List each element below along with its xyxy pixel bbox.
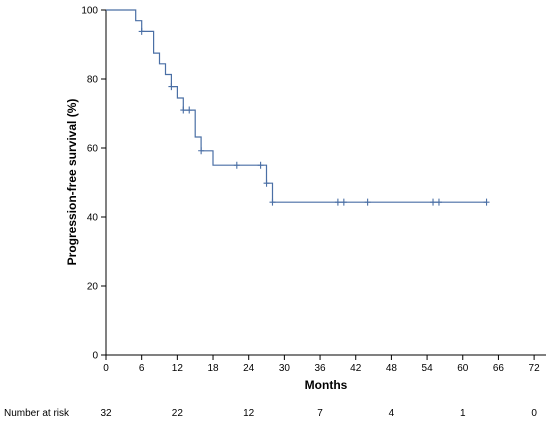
x-tick-label: 60	[457, 363, 469, 374]
risk-table-label: Number at risk	[4, 408, 70, 419]
x-tick-label: 54	[422, 363, 434, 374]
y-axis-title: Progression-free survival (%)	[65, 99, 79, 266]
censor-mark	[263, 179, 270, 187]
censor-mark	[269, 198, 276, 206]
risk-count: 4	[389, 408, 395, 419]
x-tick-label: 12	[172, 363, 184, 374]
y-tick-label: 0	[92, 351, 98, 362]
x-tick-label: 6	[139, 363, 145, 374]
censor-mark	[233, 161, 240, 169]
censor-mark	[340, 198, 347, 206]
survival-curve	[106, 9, 487, 203]
y-tick-label: 80	[87, 75, 99, 86]
x-tick-label: 18	[207, 363, 219, 374]
y-tick-label: 40	[87, 213, 99, 224]
censor-mark	[257, 161, 264, 169]
risk-count: 7	[317, 408, 323, 419]
x-tick-label: 36	[314, 363, 326, 374]
censor-marks	[138, 27, 490, 206]
risk-count: 32	[100, 408, 112, 419]
x-tick-label: 0	[103, 363, 109, 374]
tick-labels: 0 6 12 18 24 30 36 42 48 54 60 66 72 0 20 40 60 80 100	[81, 6, 540, 375]
x-tick-label: 66	[493, 363, 505, 374]
risk-count: 22	[172, 408, 184, 419]
x-tick-label: 30	[279, 363, 291, 374]
censor-mark	[483, 198, 490, 206]
risk-count: 0	[531, 408, 537, 419]
y-tick-label: 60	[87, 144, 99, 155]
x-tick-label: 24	[243, 363, 255, 374]
axes	[101, 9, 546, 360]
censor-mark	[198, 147, 205, 155]
censor-mark	[430, 198, 437, 206]
censor-mark	[334, 198, 341, 206]
risk-table: 32 22 12 7 4 1 0	[100, 408, 537, 419]
censor-mark	[435, 198, 442, 206]
censor-mark	[180, 106, 187, 114]
risk-count: 12	[243, 408, 255, 419]
censor-mark	[186, 106, 193, 114]
x-tick-label: 72	[529, 363, 541, 374]
censor-mark	[364, 198, 371, 206]
x-tick-label: 42	[350, 363, 362, 374]
survival-step-line	[106, 9, 487, 203]
x-tick-label: 48	[386, 363, 398, 374]
risk-count: 1	[460, 408, 466, 419]
x-axis-title: Months	[305, 378, 348, 392]
y-tick-label: 100	[81, 6, 98, 17]
censor-mark	[168, 83, 175, 91]
censor-mark	[138, 27, 145, 35]
y-tick-label: 20	[87, 282, 99, 293]
